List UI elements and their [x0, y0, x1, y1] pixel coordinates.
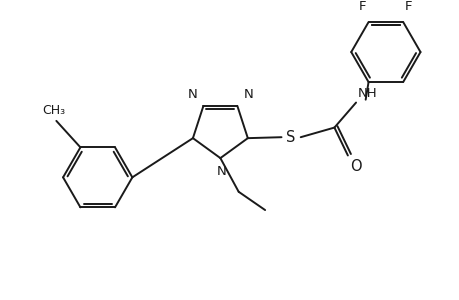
Text: O: O: [349, 159, 361, 174]
Text: S: S: [285, 130, 295, 145]
Text: N: N: [217, 165, 226, 178]
Text: NH: NH: [357, 87, 376, 100]
Text: N: N: [243, 88, 253, 101]
Text: F: F: [404, 0, 412, 14]
Text: CH₃: CH₃: [42, 104, 65, 117]
Text: F: F: [358, 0, 366, 14]
Text: N: N: [187, 88, 197, 101]
